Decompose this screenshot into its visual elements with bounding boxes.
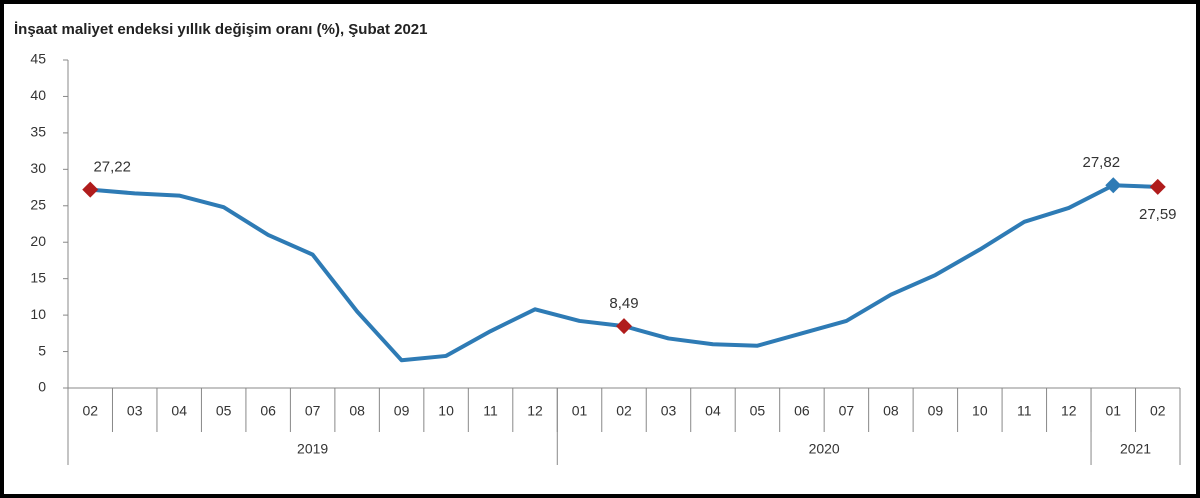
group-label: 2020 xyxy=(809,441,840,457)
x-tick-label: 01 xyxy=(572,403,588,419)
marker xyxy=(82,181,99,198)
marker xyxy=(1105,177,1122,194)
x-tick-label: 07 xyxy=(305,403,321,419)
marker xyxy=(1149,178,1166,195)
data-label: 8,49 xyxy=(609,295,638,312)
x-tick-label: 03 xyxy=(661,403,677,419)
x-tick-label: 04 xyxy=(171,403,187,419)
x-tick-label: 06 xyxy=(260,403,276,419)
data-label: 27,82 xyxy=(1083,154,1121,171)
x-tick-label: 05 xyxy=(750,403,766,419)
x-tick-label: 08 xyxy=(349,403,365,419)
y-tick-label: 15 xyxy=(30,269,46,285)
chart-title: İnşaat maliyet endeksi yıllık değişim or… xyxy=(14,21,428,38)
marker xyxy=(616,318,632,335)
x-tick-label: 03 xyxy=(127,403,143,419)
y-tick-label: 10 xyxy=(30,306,46,322)
group-label: 2021 xyxy=(1120,441,1151,457)
y-tick-label: 0 xyxy=(38,379,46,395)
group-label: 2019 xyxy=(297,441,328,457)
y-tick-label: 40 xyxy=(30,87,46,103)
y-tick-label: 5 xyxy=(38,342,46,358)
x-tick-label: 02 xyxy=(1150,403,1166,419)
x-tick-label: 01 xyxy=(1105,403,1121,419)
x-tick-label: 09 xyxy=(928,403,944,419)
data-label: 27,59 xyxy=(1139,206,1177,223)
x-tick-label: 02 xyxy=(82,403,98,419)
x-tick-label: 07 xyxy=(839,403,855,419)
x-tick-label: 04 xyxy=(705,403,721,419)
y-tick-label: 20 xyxy=(30,233,46,249)
x-tick-label: 09 xyxy=(394,403,410,419)
x-tick-label: 12 xyxy=(1061,403,1077,419)
x-tick-label: 08 xyxy=(883,403,899,419)
x-tick-label: 10 xyxy=(438,403,454,419)
data-label: 27,22 xyxy=(93,159,131,176)
x-tick-label: 06 xyxy=(794,403,810,419)
y-tick-label: 35 xyxy=(30,124,46,140)
x-tick-label: 11 xyxy=(483,403,498,419)
x-tick-label: 05 xyxy=(216,403,232,419)
x-tick-label: 10 xyxy=(972,403,988,419)
x-tick-label: 02 xyxy=(616,403,632,419)
x-tick-label: 12 xyxy=(527,403,543,419)
y-tick-label: 25 xyxy=(30,196,46,212)
x-tick-label: 11 xyxy=(1017,403,1032,419)
y-tick-label: 30 xyxy=(30,160,46,176)
y-tick-label: 45 xyxy=(30,51,46,67)
